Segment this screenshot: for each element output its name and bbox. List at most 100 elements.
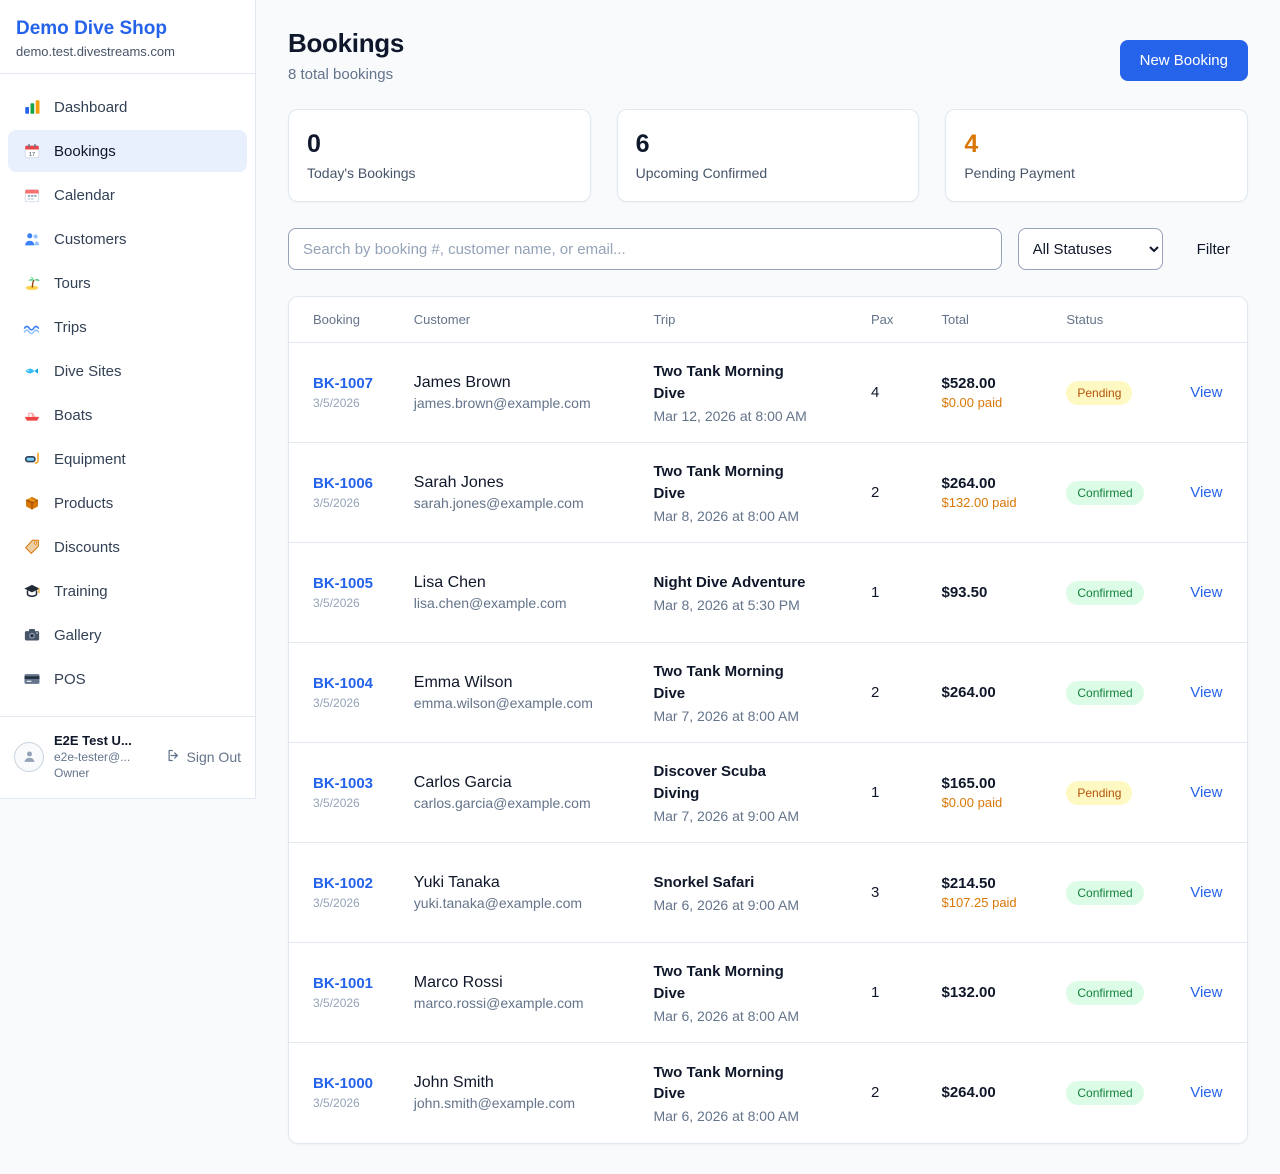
sidebar-item-label: Equipment xyxy=(54,450,126,468)
trip-time: Mar 8, 2026 at 8:00 AM xyxy=(653,507,799,524)
sidebar-item-customers[interactable]: Customers xyxy=(8,218,247,260)
filter-button[interactable]: Filter xyxy=(1179,241,1248,258)
wave-icon xyxy=(22,317,42,337)
trip-name: Two Tank Morning Dive xyxy=(653,463,784,502)
trip-time: Mar 12, 2026 at 8:00 AM xyxy=(653,407,807,424)
sign-out-button[interactable]: Sign Out xyxy=(166,748,241,766)
customer-email: sarah.jones@example.com xyxy=(413,495,584,511)
booking-id-link[interactable]: BK-1006 xyxy=(313,475,374,492)
view-link[interactable]: View xyxy=(1190,683,1223,701)
sidebar-item-equipment[interactable]: Equipment xyxy=(8,438,247,480)
trip-name: Two Tank Morning Dive xyxy=(653,963,784,1002)
graduation-cap-icon xyxy=(22,581,42,601)
table-row: BK-1006 3/5/2026 Sarah Jones sarah.jones… xyxy=(289,442,1247,543)
booking-id-link[interactable]: BK-1000 xyxy=(313,1075,374,1093)
booking-id-link[interactable]: BK-1005 xyxy=(313,575,374,592)
brand-name: Demo Dive Shop xyxy=(16,18,167,39)
status-badge: Pending xyxy=(1066,380,1133,405)
table-body: BK-1007 3/5/2026 James Brown james.brown… xyxy=(289,342,1247,1143)
sidebar-item-label: Dive Sites xyxy=(54,362,122,380)
paid-amount: $107.25 paid xyxy=(941,895,1017,910)
booking-id-link[interactable]: BK-1003 xyxy=(313,775,374,792)
sidebar: Demo Dive Shop demo.test.divestreams.com… xyxy=(0,0,256,799)
customer-email: emma.wilson@example.com xyxy=(413,695,593,711)
booking-date: 3/5/2026 xyxy=(313,696,360,710)
sidebar-item-bookings[interactable]: 17 Bookings xyxy=(8,130,247,172)
col-header-status: Status xyxy=(1054,297,1179,343)
stat-card-upcoming-confirmed: 6 Upcoming Confirmed xyxy=(616,109,920,202)
pax-count: 1 xyxy=(859,742,930,843)
view-link[interactable]: View xyxy=(1190,483,1223,501)
pax-count: 1 xyxy=(859,942,930,1043)
sidebar-item-pos[interactable]: POS xyxy=(8,658,247,700)
col-header-booking: Booking xyxy=(289,297,402,343)
view-link[interactable]: View xyxy=(1190,783,1223,801)
trip-name: Snorkel Safari xyxy=(653,874,755,892)
table-row: BK-1007 3/5/2026 James Brown james.brown… xyxy=(289,342,1247,443)
sidebar-item-discounts[interactable]: Discounts xyxy=(8,526,247,568)
sidebar-item-tours[interactable]: Tours xyxy=(8,262,247,304)
booking-date: 3/5/2026 xyxy=(313,1096,360,1111)
pax-count: 3 xyxy=(859,842,930,943)
total-amount: $93.50 xyxy=(941,584,988,601)
status-badge: Confirmed xyxy=(1066,680,1144,705)
sidebar-item-label: Calendar xyxy=(54,186,115,204)
customer-email: carlos.garcia@example.com xyxy=(413,795,591,811)
island-icon xyxy=(22,273,42,293)
credit-card-icon xyxy=(22,669,42,689)
bookings-table: Booking Customer Trip Pax Total Status B… xyxy=(289,297,1247,1143)
customer-name: Emma Wilson xyxy=(413,674,513,691)
stats-row: 0 Today's Bookings 6 Upcoming Confirmed … xyxy=(288,109,1248,202)
pax-count: 4 xyxy=(859,342,930,443)
booking-id-link[interactable]: BK-1007 xyxy=(313,375,374,392)
booking-date: 3/5/2026 xyxy=(313,596,360,610)
booking-id-link[interactable]: BK-1004 xyxy=(313,675,374,692)
view-link[interactable]: View xyxy=(1190,583,1223,601)
brand: Demo Dive Shop demo.test.divestreams.com xyxy=(0,0,255,74)
table-row: BK-1001 3/5/2026 Marco Rossi marco.rossi… xyxy=(289,942,1247,1043)
sidebar-item-label: Products xyxy=(54,494,114,512)
sidebar-item-label: Customers xyxy=(54,230,127,248)
booking-id-link[interactable]: BK-1001 xyxy=(313,975,374,992)
user-name: E2E Test U... xyxy=(54,733,132,748)
table-row: BK-1005 3/5/2026 Lisa Chen lisa.chen@exa… xyxy=(289,542,1247,643)
search-input[interactable] xyxy=(288,228,1002,270)
sidebar-item-label: Dashboard xyxy=(54,98,128,116)
col-header-total: Total xyxy=(929,297,1055,343)
view-link[interactable]: View xyxy=(1190,383,1223,401)
booking-date: 3/5/2026 xyxy=(313,396,360,410)
table-row: BK-1000 3/5/2026 John Smith john.smith@e… xyxy=(289,1043,1247,1143)
total-amount: $132.00 xyxy=(941,984,996,1001)
booking-id-link[interactable]: BK-1002 xyxy=(313,875,374,892)
sidebar-item-training[interactable]: Training xyxy=(8,570,247,612)
customer-name: John Smith xyxy=(413,1074,494,1092)
booking-date: 3/5/2026 xyxy=(313,996,360,1010)
customer-email: john.smith@example.com xyxy=(413,1095,576,1112)
col-header-customer: Customer xyxy=(401,297,642,343)
total-amount: $264.00 xyxy=(941,1084,996,1102)
users-icon xyxy=(22,229,42,249)
sidebar-item-boats[interactable]: Boats xyxy=(8,394,247,436)
page-header: Bookings 8 total bookings New Booking xyxy=(288,28,1248,83)
sidebar-item-products[interactable]: Products xyxy=(8,482,247,524)
status-filter-select[interactable]: All Statuses xyxy=(1017,228,1163,270)
booking-date: 3/5/2026 xyxy=(313,496,360,510)
sidebar-item-calendar[interactable]: Calendar xyxy=(8,174,247,216)
sidebar-item-trips[interactable]: Trips xyxy=(8,306,247,348)
view-link[interactable]: View xyxy=(1190,1083,1223,1101)
stat-value: 0 xyxy=(307,130,321,158)
booking-date: 3/5/2026 xyxy=(313,796,360,810)
new-booking-button[interactable]: New Booking xyxy=(1119,40,1248,81)
total-amount: $264.00 xyxy=(941,475,996,492)
sidebar-item-dive-sites[interactable]: Dive Sites xyxy=(8,350,247,392)
brand-domain: demo.test.divestreams.com xyxy=(16,44,175,59)
sidebar-item-label: Bookings xyxy=(54,142,116,160)
sidebar-item-dashboard[interactable]: Dashboard xyxy=(8,86,247,128)
sidebar-item-gallery[interactable]: Gallery xyxy=(8,614,247,656)
page-title: Bookings xyxy=(288,28,405,58)
page-subtitle: 8 total bookings xyxy=(288,66,394,83)
view-link[interactable]: View xyxy=(1190,883,1223,901)
svg-text:17: 17 xyxy=(29,152,35,158)
trip-name: Two Tank Morning Dive xyxy=(653,663,784,702)
view-link[interactable]: View xyxy=(1190,983,1223,1001)
